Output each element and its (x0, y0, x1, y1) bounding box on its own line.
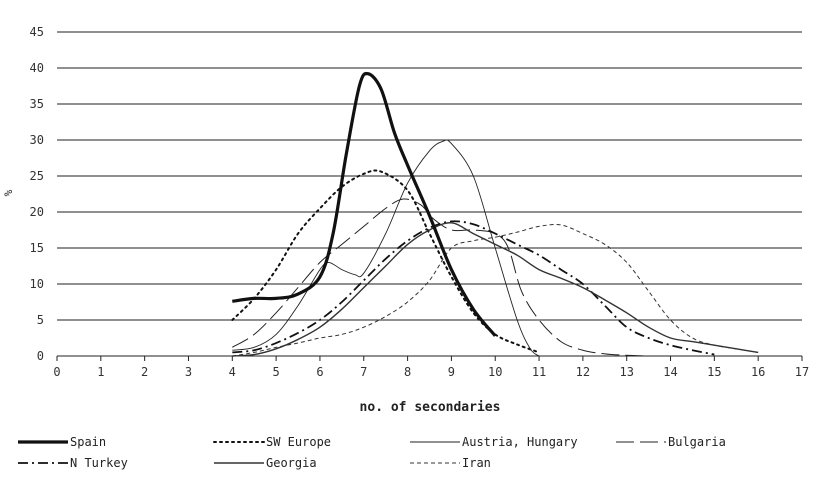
x-tick-labels: 0 1 2 3 4 5 6 7 8 9 10 11 12 13 14 15 16 17 (53, 365, 809, 379)
x-tick-label: 3 (185, 365, 192, 379)
legend-label-georgia: Georgia (266, 456, 317, 470)
x-tick-label: 1 (97, 365, 104, 379)
series-line-georgia (232, 222, 759, 357)
series-line-spain (232, 71, 497, 337)
x-tick-label: 11 (532, 365, 546, 379)
y-tick-label: 5 (37, 313, 44, 327)
series-line-n-turkey (232, 220, 715, 356)
x-tick-label: 5 (273, 365, 280, 379)
x-tick-label: 15 (707, 365, 721, 379)
x-tick-label: 16 (751, 365, 765, 379)
y-tick-label: 35 (30, 97, 44, 111)
legend-label-spain: Spain (70, 435, 106, 449)
legend-label-austria-hungary: Austria, Hungary (462, 435, 578, 449)
x-tick-label: 7 (360, 365, 367, 379)
legend-label-iran: Iran (462, 456, 491, 470)
series-lines (231, 71, 759, 357)
x-tick-label: 2 (141, 365, 148, 379)
x-tick-label: 9 (448, 365, 455, 379)
y-tick-label: 20 (30, 205, 44, 219)
x-tick-label: 10 (488, 365, 502, 379)
legend: Spain SW Europe Austria, Hungary Bulgaria N … (18, 435, 726, 470)
x-tick-label: 13 (619, 365, 633, 379)
y-tick-label: 0 (37, 349, 44, 363)
x-tick-label: 14 (663, 365, 677, 379)
x-tick-label: 8 (404, 365, 411, 379)
y-tick-label: 40 (30, 61, 44, 75)
x-tick-label: 4 (229, 365, 236, 379)
legend-label-sw-europe: SW Europe (266, 435, 331, 449)
y-axis-label: % (2, 189, 15, 196)
y-tick-label: 25 (30, 169, 44, 183)
x-axis-label: no. of secondaries (360, 400, 501, 415)
y-tick-labels: 0 5 10 15 20 25 30 35 40 45 (30, 25, 44, 363)
y-tick-label: 30 (30, 133, 44, 147)
series-line-bulgaria (232, 198, 649, 357)
x-tick-label: 0 (53, 365, 60, 379)
series-line-sw-europe (231, 169, 541, 354)
x-tick-label: 17 (795, 365, 809, 379)
x-tick-label: 12 (576, 365, 590, 379)
y-tick-label: 45 (30, 25, 44, 39)
legend-label-bulgaria: Bulgaria (668, 435, 726, 449)
x-tick-label: 6 (316, 365, 323, 379)
y-tick-label: 15 (30, 241, 44, 255)
grid-lines (56, 31, 803, 361)
series-line-iran (232, 224, 759, 357)
legend-label-n-turkey: N Turkey (70, 456, 128, 470)
series-line-austria-hungary (232, 139, 540, 357)
y-tick-label: 10 (30, 277, 44, 291)
